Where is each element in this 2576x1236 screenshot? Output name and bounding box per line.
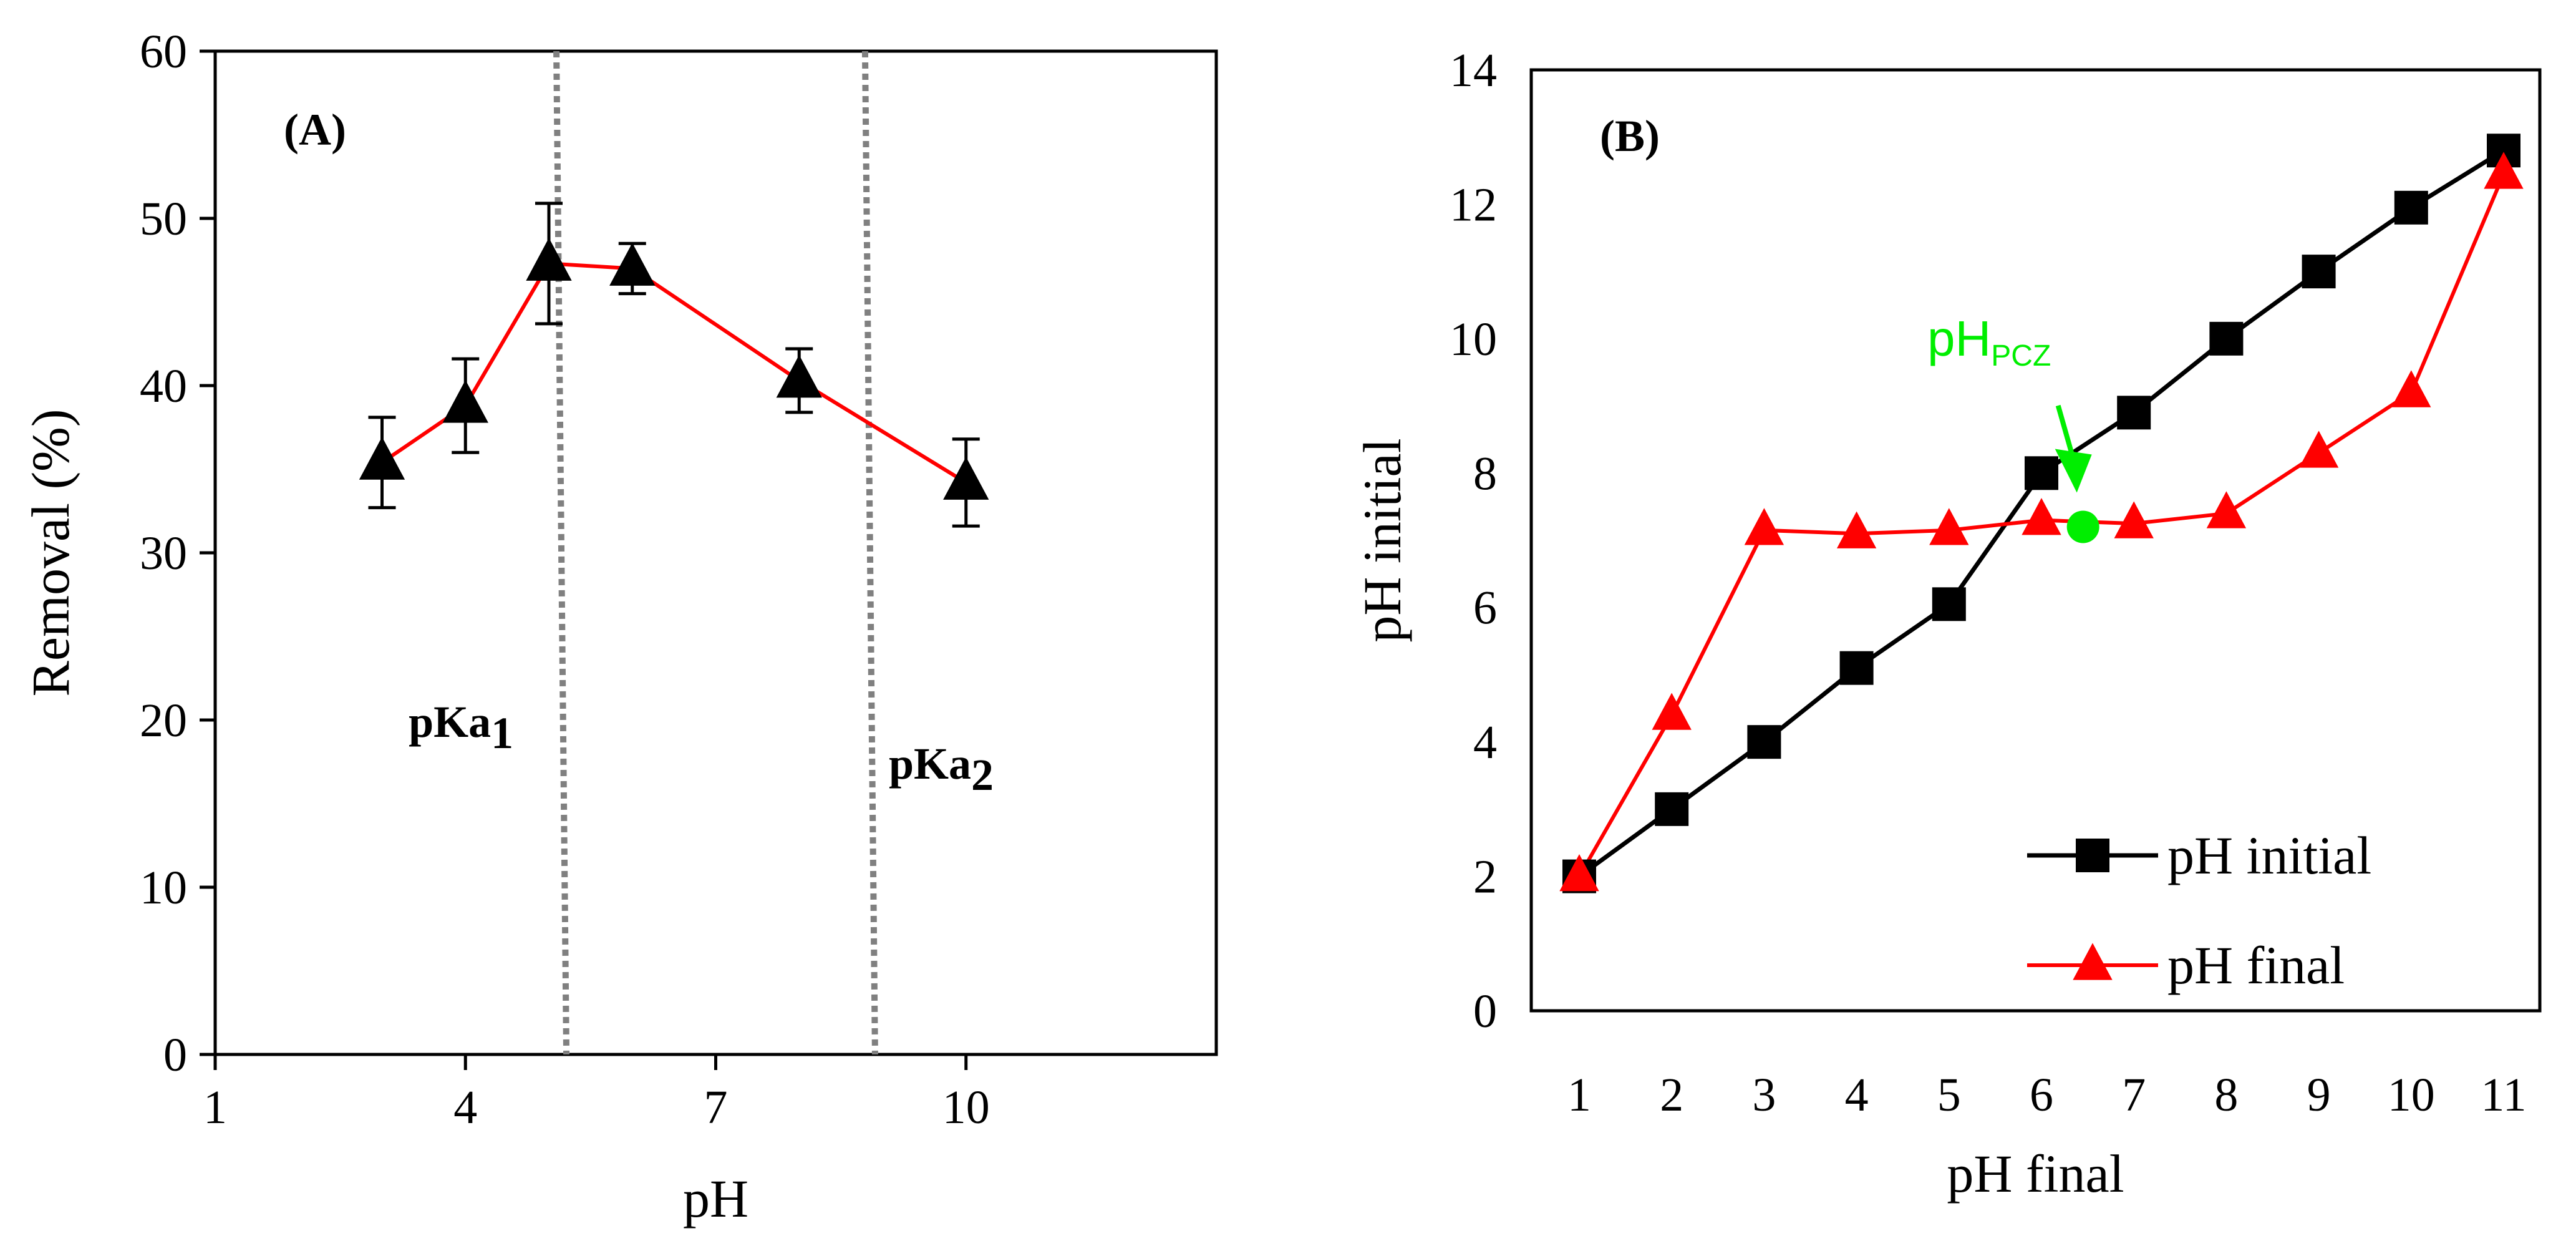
ph-final-point bbox=[2484, 152, 2524, 189]
plot-area-a bbox=[213, 49, 1218, 1056]
pka1-label-main: pKa bbox=[409, 697, 491, 747]
ph-final-point bbox=[1744, 508, 1784, 545]
x-tick-label-a: 1 bbox=[203, 1081, 227, 1134]
pka2-label-main: pKa bbox=[889, 739, 971, 789]
x-axis-title-b: pH final bbox=[1947, 1144, 2124, 1204]
ph-final-point bbox=[2022, 498, 2061, 535]
removal-point bbox=[609, 243, 656, 286]
x-tick-label-b: 2 bbox=[1660, 1069, 1683, 1121]
ph-final-point bbox=[2114, 501, 2154, 538]
ph-initial-point bbox=[2025, 456, 2058, 490]
removal-point bbox=[776, 354, 822, 398]
y-tick-label-b: 0 bbox=[1473, 985, 1497, 1038]
removal-point bbox=[943, 457, 989, 500]
y-tick-label-b: 4 bbox=[1473, 716, 1497, 769]
x-tick-label-b: 6 bbox=[2030, 1069, 2053, 1121]
ph-initial-point bbox=[1655, 792, 1689, 826]
pka2-label: pKa2 bbox=[889, 739, 994, 800]
ph-initial-point bbox=[1747, 725, 1781, 759]
y-tick-label-a: 60 bbox=[140, 26, 187, 78]
y-tick-label-a: 50 bbox=[140, 193, 187, 245]
ph-final-point bbox=[1836, 511, 1877, 548]
pcz-label: pHPCZ bbox=[1927, 311, 2051, 372]
pcz-label-sub: PCZ bbox=[1991, 339, 2051, 372]
x-tick-label-a: 4 bbox=[453, 1081, 477, 1134]
x-axis-title-a: pH bbox=[683, 1169, 748, 1229]
removal-point bbox=[442, 379, 488, 423]
y-tick-label-b: 2 bbox=[1473, 851, 1497, 903]
ph-initial-point bbox=[1839, 651, 1874, 685]
plot-area-b bbox=[1529, 68, 2542, 1013]
y-axis-title-a: Removal (%) bbox=[21, 409, 80, 697]
removal-point bbox=[526, 238, 572, 281]
pcz-point bbox=[2066, 510, 2099, 543]
pcz-label-main: pH bbox=[1927, 311, 1991, 366]
y-tick-label-b: 12 bbox=[1450, 178, 1497, 231]
y-tick-label-a: 40 bbox=[140, 360, 187, 412]
y-tick-label-b: 8 bbox=[1473, 447, 1497, 500]
ph-final-point bbox=[2391, 370, 2431, 407]
ph-initial-point bbox=[2302, 255, 2336, 289]
pcz-arrow-head bbox=[2055, 449, 2092, 493]
ph-final-point bbox=[1559, 854, 1599, 892]
y-tick-label-b: 10 bbox=[1450, 313, 1497, 366]
ph-final-point bbox=[2298, 431, 2339, 468]
x-tick-label-b: 3 bbox=[1752, 1069, 1776, 1121]
removal-line bbox=[380, 261, 967, 484]
x-tick-label-b: 10 bbox=[2388, 1069, 2435, 1121]
legend-marker-final bbox=[2073, 943, 2113, 980]
x-tick-label-b: 5 bbox=[1937, 1069, 1961, 1121]
pka2-label-sub: 2 bbox=[971, 750, 994, 800]
pcz-arrow-shaft bbox=[2055, 404, 2076, 459]
pka1-label: pKa1 bbox=[409, 697, 513, 758]
x-tick-label-b: 9 bbox=[2307, 1069, 2331, 1121]
ph-initial-point bbox=[2117, 396, 2151, 430]
panel-label-b: (B) bbox=[1600, 111, 1660, 161]
x-tick-label-a: 7 bbox=[704, 1081, 728, 1134]
pka-line-1 bbox=[553, 51, 570, 1055]
pka1-label-sub: 1 bbox=[491, 708, 513, 758]
ph-final-point bbox=[2206, 491, 2247, 528]
panel-label-a: (A) bbox=[284, 105, 346, 155]
legend-label-initial: pH initial bbox=[2167, 825, 2371, 885]
ph-initial-point bbox=[1932, 587, 1966, 621]
y-tick-label-a: 0 bbox=[163, 1029, 187, 1081]
pka-line-2 bbox=[861, 51, 878, 1055]
y-tick-label-a: 10 bbox=[140, 862, 187, 914]
x-tick-label-b: 11 bbox=[2481, 1069, 2526, 1121]
x-tick-label-a: 10 bbox=[942, 1081, 990, 1134]
y-tick-label-a: 30 bbox=[140, 527, 187, 580]
y-axis-title-b: pH initial bbox=[1352, 438, 1412, 642]
ph-final-point bbox=[1652, 693, 1692, 730]
legend-label-final: pH final bbox=[2167, 935, 2345, 995]
x-tick-label-b: 7 bbox=[2122, 1069, 2146, 1121]
x-tick-label-b: 1 bbox=[1567, 1069, 1591, 1121]
x-tick-label-b: 4 bbox=[1845, 1069, 1869, 1121]
y-tick-label-a: 20 bbox=[140, 694, 187, 747]
ph-final-point bbox=[1929, 508, 1969, 545]
y-tick-label-b: 6 bbox=[1473, 582, 1497, 635]
x-tick-label-b: 8 bbox=[2214, 1069, 2238, 1121]
y-tick-label-b: 14 bbox=[1450, 44, 1497, 97]
ph-initial-point bbox=[2394, 190, 2428, 225]
removal-point bbox=[359, 437, 405, 480]
ph-initial-point bbox=[2209, 321, 2244, 356]
legend-marker-initial bbox=[2076, 839, 2109, 872]
